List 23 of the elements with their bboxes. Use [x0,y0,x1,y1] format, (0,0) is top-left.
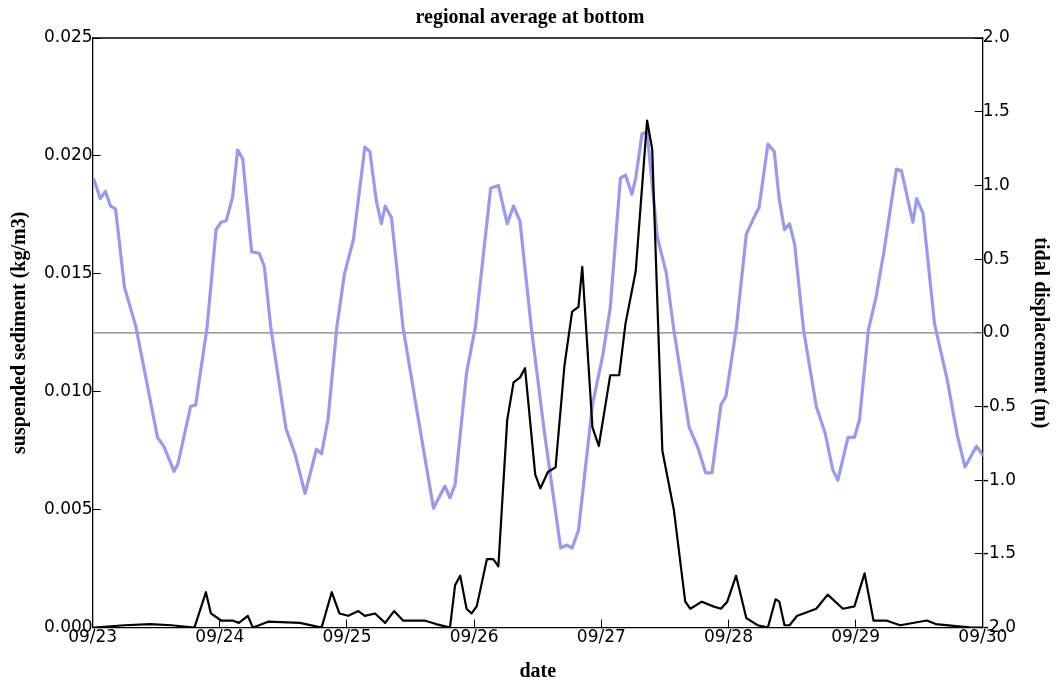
x-tick-label: 09/24 [195,626,245,647]
y2-tick-label: 1.0 [982,173,1010,194]
y2-tick-label: -1.5 [982,542,1016,563]
y-tick-label: 0.020 [44,144,93,165]
y-axis-title: suspended sediment (kg/m3) [7,211,31,454]
x-tick-label: 09/25 [322,626,372,647]
y-tick-label: 0.015 [44,262,93,283]
chart-title: regional average at bottom [415,5,645,29]
x-tick-label: 09/28 [704,626,753,647]
y2-tick-label: 2.0 [982,26,1010,47]
y-tick-label: 0.025 [44,26,93,47]
x-tick-label: 09/26 [449,626,499,647]
y-tick-label: 0.005 [44,498,93,519]
y2-axis-title: tidal displacement (m) [1029,237,1053,429]
x-tick-label: 09/29 [831,626,881,647]
y2-tick-label: 0.5 [982,247,1010,268]
y2-tick-label: -0.5 [982,394,1016,415]
x-tick-label: 09/27 [576,626,626,647]
y2-tick-label: 1.5 [982,100,1010,121]
y-tick-label: 0.010 [44,380,93,401]
x-axis-title: date [519,659,557,682]
y2-tick-label: 0.0 [982,321,1010,342]
y2-tick-label: -1.0 [982,468,1016,489]
